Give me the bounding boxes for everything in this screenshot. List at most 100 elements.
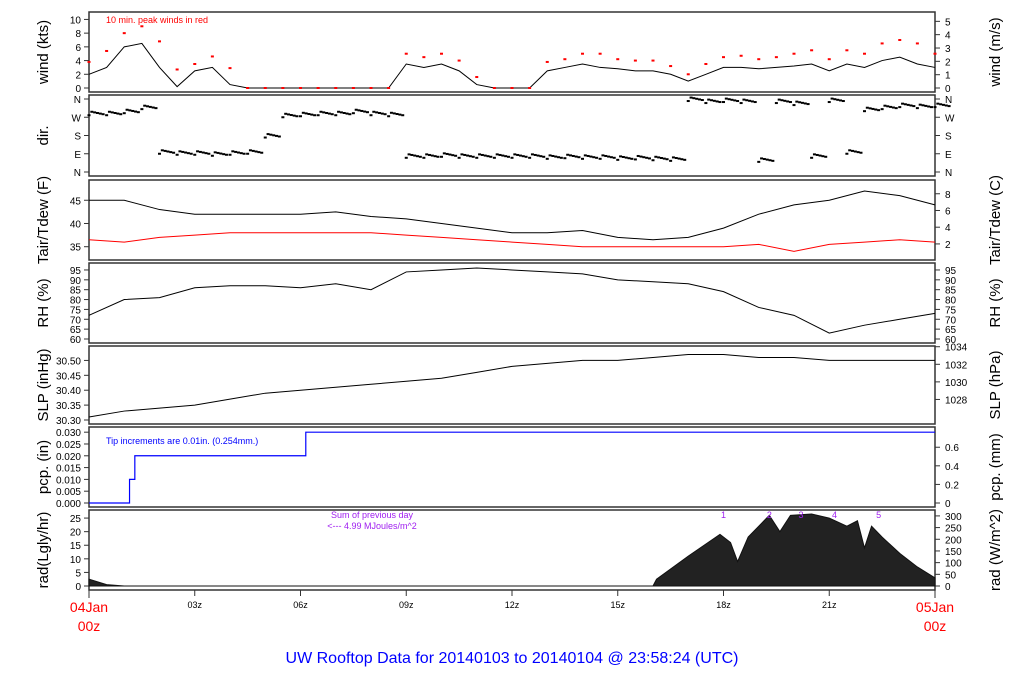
- direction-point: [818, 154, 822, 157]
- direction-point: [475, 156, 479, 159]
- y-tick-label: 80: [70, 296, 82, 307]
- direction-point: [196, 150, 200, 153]
- y-tick-label-right: 80: [945, 296, 957, 307]
- direction-point: [175, 153, 179, 156]
- direction-point: [739, 102, 743, 105]
- direction-point: [891, 106, 895, 109]
- direction-point: [445, 152, 449, 155]
- direction-point: [898, 106, 902, 109]
- direction-point: [700, 99, 704, 102]
- y-tick-label-right: 100: [945, 559, 962, 570]
- direction-point: [724, 97, 728, 100]
- direction-point: [448, 153, 452, 156]
- chart-title: UW Rooftop Data for 20140103 to 20140104…: [285, 650, 739, 667]
- direction-point: [645, 156, 649, 159]
- direction-point: [299, 115, 302, 118]
- direction-point: [665, 158, 669, 161]
- direction-point: [110, 111, 114, 114]
- direction-point: [518, 154, 522, 157]
- direction-point: [750, 100, 754, 103]
- direction-point: [457, 156, 461, 159]
- direction-point: [612, 156, 616, 159]
- direction-point: [689, 96, 693, 99]
- direction-point: [698, 98, 702, 101]
- peak-wind-point: [616, 58, 620, 61]
- panel-wind: wind (kts) wind (m/s) 0 2 4 6 8 10 0 1 2 3 4 5 10 min.…: [35, 11, 1004, 95]
- direction-point: [686, 100, 690, 103]
- y-tick-label-right: 1030: [945, 378, 968, 389]
- peak-wind-point: [581, 52, 584, 55]
- direction-point: [407, 153, 411, 156]
- direction-point: [342, 111, 346, 114]
- direction-point: [609, 156, 613, 159]
- panel-dir: dir.N NE ES SW WN N: [35, 94, 955, 179]
- y-tick-label-right: 65: [945, 325, 957, 336]
- peak-wind-point: [140, 25, 144, 28]
- direction-point: [95, 111, 99, 114]
- direction-point: [927, 105, 931, 108]
- y-tick-label: S: [74, 132, 81, 143]
- direction-point: [313, 114, 317, 117]
- peak-wind-point: [863, 52, 866, 55]
- y-tick-label: 20: [70, 528, 82, 539]
- direction-point: [889, 105, 893, 108]
- y-tick-label: 5: [75, 568, 81, 579]
- y-tick-label: 30.45: [56, 371, 81, 382]
- direction-point: [151, 106, 155, 109]
- y-tick-label-right: 150: [945, 547, 962, 558]
- direction-point: [327, 112, 331, 115]
- rad-annotation: Sum of previous day: [331, 510, 414, 520]
- direction-point: [786, 100, 790, 103]
- direction-point: [821, 155, 825, 158]
- x-tick-label: 21z: [822, 600, 837, 610]
- direction-point: [848, 149, 852, 152]
- direction-point: [780, 99, 784, 102]
- y-tick-label-right: 8: [945, 190, 951, 201]
- direction-point: [172, 151, 176, 154]
- direction-point: [768, 159, 772, 162]
- direction-point: [601, 154, 605, 157]
- peak-wind-point: [792, 52, 796, 55]
- direction-point: [204, 152, 208, 155]
- direction-point: [812, 153, 816, 156]
- direction-point: [627, 157, 631, 160]
- direction-point: [330, 113, 334, 116]
- y-tick-label: 8: [75, 29, 81, 40]
- direction-point: [158, 152, 161, 155]
- direction-point: [231, 150, 235, 153]
- direction-point: [416, 155, 420, 158]
- direction-point: [939, 103, 943, 106]
- y-tick-label: 60: [70, 335, 82, 346]
- direction-point: [433, 155, 437, 158]
- direction-point: [389, 111, 393, 114]
- y-tick-label-right: 0.4: [945, 462, 959, 473]
- direction-point: [947, 105, 951, 108]
- direction-point: [98, 112, 102, 115]
- direction-point: [536, 154, 540, 157]
- direction-point: [753, 101, 757, 104]
- direction-point: [771, 159, 775, 162]
- peak-wind-point: [210, 55, 214, 58]
- direction-point: [683, 158, 687, 161]
- air-temp-series: [89, 190, 936, 241]
- direction-point: [360, 109, 364, 112]
- direction-point: [762, 158, 766, 161]
- direction-point: [748, 99, 752, 102]
- direction-point: [707, 98, 711, 101]
- x-tick-label: 06z: [293, 600, 308, 610]
- y-tick-label: N: [74, 95, 81, 106]
- y-tick-label: 75: [70, 305, 82, 316]
- wind-series: [88, 42, 936, 89]
- direction-point: [466, 154, 470, 157]
- direction-point: [101, 113, 105, 116]
- direction-point: [480, 153, 484, 156]
- direction-point: [413, 154, 417, 157]
- peak-wind-point: [369, 87, 373, 89]
- y-tick-label-right: 85: [945, 286, 957, 297]
- direction-point: [798, 101, 802, 104]
- y-tick-label: 30.50: [56, 356, 81, 367]
- direction-point: [128, 109, 132, 112]
- direction-point: [307, 113, 311, 116]
